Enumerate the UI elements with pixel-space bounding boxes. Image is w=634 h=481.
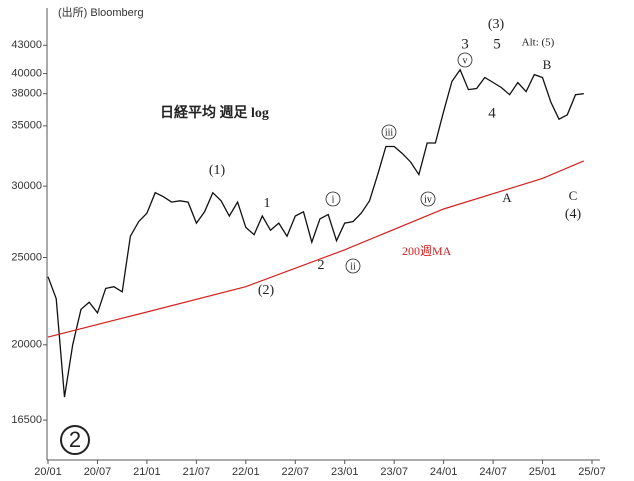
series-line xyxy=(47,160,585,338)
y-tick-label: 25000 xyxy=(11,251,42,263)
annotation: B xyxy=(543,57,552,72)
annotation-circle xyxy=(325,191,341,207)
x-tick-label: 25/01 xyxy=(529,466,557,478)
annotation: iv xyxy=(424,194,432,205)
y-tick-label: 38000 xyxy=(11,88,42,100)
annotation: 1 xyxy=(264,196,271,211)
annotation: 2 xyxy=(318,258,325,273)
source: (出所) Bloomberg xyxy=(58,5,144,19)
annotation: Alt: (5) xyxy=(522,37,555,49)
x-tick-label: 20/01 xyxy=(34,466,62,478)
annotation: 3 xyxy=(461,36,469,52)
series-label: 200週MA xyxy=(402,244,452,258)
annotation-circle xyxy=(345,258,361,274)
annotation: C xyxy=(569,188,578,203)
y-tick-label: 16500 xyxy=(11,414,42,426)
annotation: i xyxy=(332,194,335,205)
chart-title: 日経平均 週足 log xyxy=(160,104,269,121)
x-tick-label: 20/07 xyxy=(84,466,112,478)
annotation: (4) xyxy=(565,207,582,222)
annotation-circle xyxy=(60,425,90,455)
annotation: 4 xyxy=(488,105,496,121)
annotation: (2) xyxy=(258,283,275,298)
x-tick-label: 21/07 xyxy=(183,466,211,478)
y-tick-label: 20000 xyxy=(11,339,42,351)
y-tick-label: 43000 xyxy=(11,39,42,51)
x-tick-label: 21/01 xyxy=(133,466,161,478)
y-tick-label: 40000 xyxy=(11,67,42,79)
annotation: (1) xyxy=(209,163,226,178)
annotation: 2 xyxy=(69,427,81,452)
annotation: (3) xyxy=(488,17,505,32)
annotation: A xyxy=(502,190,512,205)
y-tick-label: 35000 xyxy=(11,120,42,132)
x-tick-label: 22/07 xyxy=(282,466,310,478)
annotation: 5 xyxy=(493,36,501,52)
annotation: iii xyxy=(385,127,394,138)
annotation-circle xyxy=(457,52,473,68)
x-tick-label: 25/07 xyxy=(578,466,606,478)
x-tick-label: 22/01 xyxy=(232,466,260,478)
annotation: v xyxy=(463,55,468,66)
x-tick-label: 23/07 xyxy=(380,466,408,478)
y-tick-label: 30000 xyxy=(11,180,42,192)
x-tick-label: 24/07 xyxy=(479,466,507,478)
x-tick-label: 23/01 xyxy=(331,466,359,478)
annotation: ii xyxy=(350,261,356,272)
annotation-circle xyxy=(420,191,436,207)
series-line xyxy=(47,68,584,398)
x-tick-label: 24/01 xyxy=(430,466,458,478)
annotation-circle xyxy=(381,124,397,140)
